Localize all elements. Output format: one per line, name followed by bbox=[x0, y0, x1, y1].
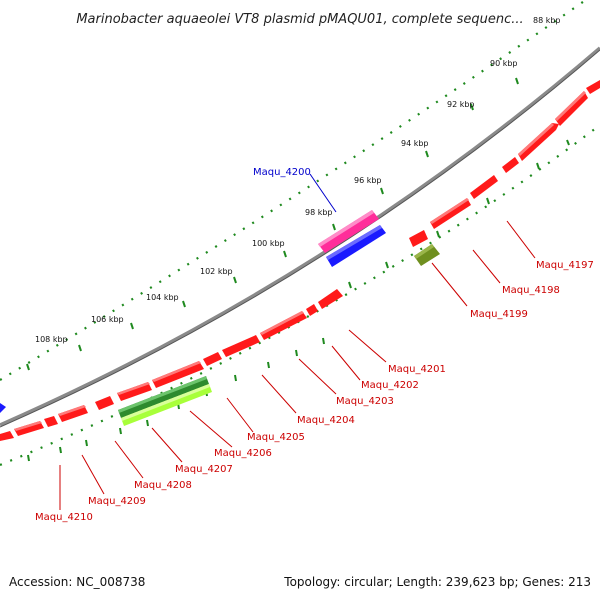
gene-arrow bbox=[502, 157, 519, 173]
leader-line bbox=[81, 454, 105, 495]
gene-arrow bbox=[152, 361, 204, 388]
gene-label[interactable]: Maqu_4198 bbox=[502, 285, 560, 296]
gene-label[interactable]: Maqu_4202 bbox=[361, 380, 419, 391]
leader-line bbox=[114, 440, 144, 479]
gene-label[interactable]: Maqu_4203 bbox=[336, 396, 394, 407]
tick-label: 96 kbp bbox=[354, 176, 382, 185]
gene-label[interactable]: Maqu_4208 bbox=[134, 480, 192, 491]
leader-line bbox=[331, 345, 361, 381]
feature-olive bbox=[414, 244, 440, 266]
feature-green-light bbox=[121, 384, 212, 426]
gene-arrow bbox=[318, 289, 343, 309]
gene-arrows bbox=[0, 80, 600, 441]
gene-label[interactable]: Maqu_4201 bbox=[388, 364, 446, 375]
leader-line bbox=[431, 262, 468, 307]
inner-dotted-ring bbox=[0, 124, 600, 467]
topology-text: Topology: circular; Length: 239,623 bp; … bbox=[284, 575, 591, 589]
map-title: Marinobacter aquaeolei VT8 plasmid pMAQU… bbox=[76, 12, 523, 27]
gene-label[interactable]: Maqu_4200 bbox=[253, 167, 311, 178]
tick-label: 104 kbp bbox=[146, 293, 179, 302]
gene-arrow bbox=[409, 230, 428, 247]
gene-arrow bbox=[306, 304, 318, 316]
gene-label[interactable]: Maqu_4197 bbox=[536, 260, 594, 271]
gene-arrow bbox=[518, 123, 559, 161]
tick-label: 90 kbp bbox=[490, 59, 518, 68]
gene-arrow bbox=[260, 311, 307, 340]
tick-label: 92 kbp bbox=[447, 100, 475, 109]
gene-arrow bbox=[555, 91, 588, 126]
gene-label[interactable]: Maqu_4207 bbox=[175, 464, 233, 475]
feature-blue-bar[interactable] bbox=[326, 225, 386, 267]
gene-arrow bbox=[44, 416, 58, 427]
accession-text: Accession: NC_008738 bbox=[9, 575, 146, 589]
tick-label: 98 kbp bbox=[305, 208, 333, 217]
gene-arrow-highlights bbox=[14, 91, 586, 431]
tick-label: 102 kbp bbox=[200, 267, 233, 276]
outer-ring-ticks bbox=[26, 77, 519, 371]
tick-label: 106 kbp bbox=[91, 315, 124, 324]
leader-line bbox=[261, 374, 297, 414]
leader-line bbox=[309, 173, 337, 213]
gene-arrow bbox=[117, 382, 152, 401]
feature-blue-edge bbox=[0, 403, 6, 413]
gene-label[interactable]: Maqu_4209 bbox=[88, 496, 146, 507]
gene-arrow bbox=[430, 198, 471, 229]
leader-line bbox=[472, 249, 501, 284]
tick-label: 94 kbp bbox=[401, 139, 429, 148]
tick-label: 108 kbp bbox=[35, 335, 68, 344]
gene-arrow bbox=[222, 335, 260, 357]
plasmid-backbone-shadow bbox=[0, 49, 600, 428]
kbp-labels: 88 kbp 90 kbp 92 kbp 94 kbp 96 kbp 98 kb… bbox=[35, 16, 561, 344]
gene-label[interactable]: Maqu_4206 bbox=[214, 448, 272, 459]
feature-pink-bar bbox=[318, 210, 379, 253]
feature-green-dark bbox=[118, 376, 209, 418]
gene-arrow bbox=[58, 405, 88, 422]
plasmid-backbone bbox=[0, 46, 600, 427]
gene-arrow bbox=[586, 80, 600, 94]
leader-line bbox=[226, 397, 254, 433]
gene-label[interactable]: Maqu_4204 bbox=[297, 415, 355, 426]
tick-label: 100 kbp bbox=[252, 239, 285, 248]
gene-label[interactable]: Maqu_4210 bbox=[35, 512, 93, 523]
leader-line bbox=[298, 358, 337, 395]
gene-labels: Maqu_4197 Maqu_4198 Maqu_4199 Maqu_4200 … bbox=[35, 167, 594, 523]
gene-arrow bbox=[14, 421, 44, 436]
gene-arrow bbox=[0, 431, 14, 441]
outer-dotted-ring bbox=[0, 0, 588, 381]
leader-line bbox=[151, 427, 183, 463]
leader-line bbox=[189, 410, 233, 448]
leader-lines bbox=[59, 173, 536, 510]
gene-label[interactable]: Maqu_4205 bbox=[247, 432, 305, 443]
gene-arrow bbox=[203, 352, 222, 366]
leader-line bbox=[506, 220, 536, 259]
leader-line bbox=[348, 329, 387, 363]
gene-label[interactable]: Maqu_4199 bbox=[470, 309, 528, 320]
gene-arrow bbox=[95, 396, 114, 410]
tick-label: 88 kbp bbox=[533, 16, 561, 25]
gene-arrow bbox=[470, 175, 498, 199]
